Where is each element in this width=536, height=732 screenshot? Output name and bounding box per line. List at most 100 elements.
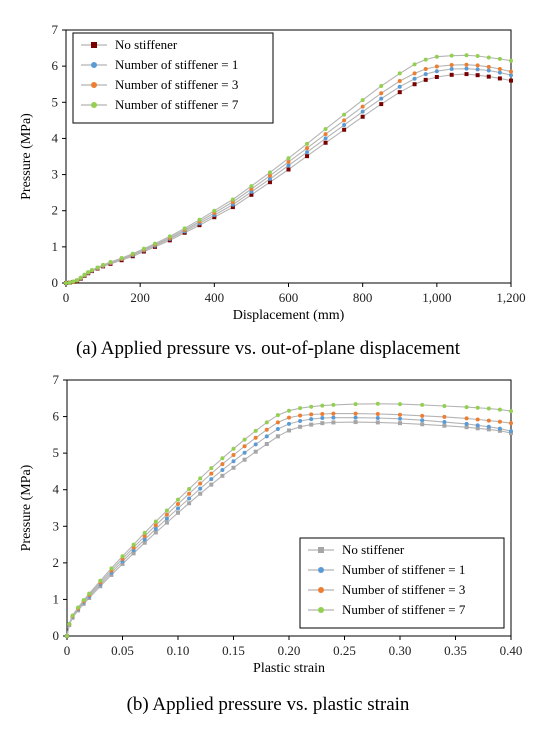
data-point bbox=[267, 173, 272, 178]
data-point bbox=[320, 421, 325, 426]
data-point bbox=[176, 510, 180, 515]
data-point bbox=[497, 70, 502, 75]
data-point bbox=[398, 412, 402, 417]
data-point bbox=[420, 402, 425, 407]
data-point bbox=[267, 180, 272, 185]
x-tick-label: 0.25 bbox=[333, 643, 356, 658]
data-point bbox=[486, 424, 491, 429]
data-point bbox=[153, 519, 158, 524]
y-tick-label: 5 bbox=[53, 445, 60, 460]
data-point bbox=[486, 418, 491, 423]
data-point bbox=[331, 415, 336, 420]
data-point bbox=[320, 403, 325, 408]
y-tick-label: 0 bbox=[53, 628, 60, 643]
x-axis-label: Plastic strain bbox=[253, 661, 325, 676]
data-point bbox=[509, 58, 513, 63]
y-tick-label: 4 bbox=[52, 130, 59, 145]
x-tick-label: 400 bbox=[205, 290, 225, 305]
series-line-3 bbox=[66, 403, 512, 637]
data-point bbox=[353, 415, 358, 420]
legend-swatch-marker bbox=[318, 547, 324, 553]
data-point bbox=[486, 64, 491, 69]
data-point bbox=[70, 613, 75, 618]
data-point bbox=[486, 406, 491, 411]
x-axis-label: Displacement (mm) bbox=[233, 308, 345, 323]
data-point bbox=[230, 197, 235, 202]
data-point bbox=[82, 272, 87, 277]
data-point bbox=[198, 486, 203, 491]
data-point bbox=[131, 545, 136, 550]
legend-swatch-marker bbox=[318, 587, 324, 593]
data-point bbox=[209, 471, 214, 476]
data-point bbox=[375, 401, 380, 406]
data-point bbox=[153, 523, 158, 528]
data-point bbox=[397, 90, 402, 95]
legend-entry-label: Number of stiffener = 1 bbox=[115, 57, 238, 72]
data-point bbox=[164, 520, 169, 525]
data-point bbox=[434, 64, 439, 69]
data-point bbox=[464, 53, 469, 58]
data-point bbox=[209, 482, 214, 487]
data-point bbox=[323, 132, 328, 137]
data-point bbox=[249, 189, 254, 194]
data-point bbox=[130, 251, 135, 256]
data-point bbox=[253, 428, 258, 433]
data-point bbox=[275, 420, 280, 425]
data-point bbox=[242, 437, 247, 442]
data-point bbox=[475, 417, 480, 422]
data-point bbox=[198, 481, 203, 486]
data-point bbox=[486, 427, 491, 432]
data-point bbox=[360, 98, 365, 103]
chart-a-svg: 0 1 2 3 4 5 6 7 0 200 400 600 800 1,000 1,200 Displacem… bbox=[19, 22, 526, 323]
data-point bbox=[64, 281, 68, 285]
data-point bbox=[509, 78, 513, 83]
data-point bbox=[398, 416, 402, 421]
data-point bbox=[187, 486, 192, 491]
data-point bbox=[360, 104, 365, 109]
data-point bbox=[142, 540, 147, 545]
data-point bbox=[286, 167, 291, 172]
x-tick-label: 200 bbox=[130, 290, 150, 305]
data-point bbox=[475, 54, 480, 59]
data-point bbox=[95, 265, 100, 270]
data-point bbox=[442, 414, 447, 419]
data-point bbox=[187, 491, 192, 496]
data-point bbox=[475, 67, 480, 72]
data-point bbox=[153, 530, 158, 535]
data-point bbox=[212, 215, 217, 220]
legend-swatch-marker bbox=[318, 607, 324, 613]
data-point bbox=[375, 416, 380, 421]
data-point bbox=[353, 420, 358, 425]
data-point bbox=[131, 551, 136, 556]
y-axis-label: Pressure (MPa) bbox=[19, 464, 34, 551]
data-point bbox=[434, 74, 439, 79]
data-point bbox=[164, 512, 169, 517]
y-tick-label: 2 bbox=[53, 555, 60, 570]
y-axis-label: Pressure (MPa) bbox=[19, 113, 34, 200]
data-point bbox=[287, 408, 291, 413]
data-point bbox=[497, 426, 502, 431]
data-point bbox=[420, 422, 425, 427]
data-point bbox=[486, 74, 491, 79]
data-point bbox=[449, 53, 454, 58]
x-tick-label: 0.15 bbox=[222, 643, 245, 658]
data-point bbox=[120, 554, 125, 559]
data-point bbox=[305, 150, 310, 155]
legend-entry-label: No stiffener bbox=[342, 542, 405, 557]
data-point bbox=[264, 434, 269, 439]
data-point bbox=[397, 71, 402, 76]
data-point bbox=[65, 634, 69, 638]
data-point bbox=[109, 566, 114, 571]
legend-entry-label: Number of stiffener = 7 bbox=[342, 602, 466, 617]
data-point bbox=[464, 425, 469, 430]
x-tick-label: 0 bbox=[63, 290, 70, 305]
y-tick-label: 6 bbox=[52, 58, 59, 73]
data-point bbox=[497, 56, 502, 61]
x-tick-label: 1,200 bbox=[496, 290, 525, 305]
data-point bbox=[264, 427, 269, 432]
legend-entry-label: Number of stiffener = 7 bbox=[115, 97, 239, 112]
legend-swatch-marker bbox=[91, 62, 97, 68]
legend-swatch-marker bbox=[91, 82, 97, 88]
data-point bbox=[78, 275, 83, 280]
data-point bbox=[298, 424, 303, 429]
